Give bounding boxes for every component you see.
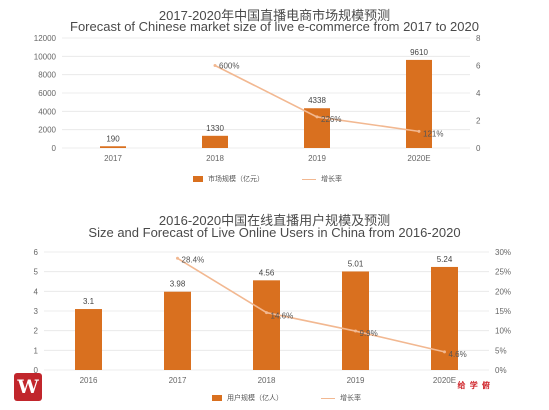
- chart-1-subtitle: Forecast of Chinese market size of live …: [70, 19, 479, 34]
- watermark-text: 给 学 俯: [457, 381, 491, 390]
- legend-line-swatch: [321, 397, 335, 399]
- chart-1-plot: 0 2000 4000 6000 8000 10000 12000 0 2 4 6 8 190 2017 1…: [34, 34, 481, 163]
- legend-item-line: 增长率: [321, 393, 361, 403]
- legend-item-bar: 市场规模（亿元）: [193, 174, 264, 184]
- y-tick-label: 2: [34, 327, 39, 336]
- chart-2-legend: 用户规模（亿人） 增长率: [212, 393, 361, 403]
- legend-line-label: 增长率: [321, 176, 342, 183]
- growth-rate-label: 28.4%: [182, 255, 205, 264]
- chart-2-plot: 0 1 2 3 4 5 6 0% 5% 10% 15% 20% 25% 30% 3.1 2016 3.98 201…: [34, 248, 511, 385]
- bar: [342, 271, 369, 370]
- growth-rate-label: 9.9%: [360, 329, 378, 338]
- y-tick-label: 2000: [38, 126, 56, 135]
- bar-value-label: 5.24: [437, 255, 453, 264]
- legend-item-line: 增长率: [302, 174, 342, 184]
- y2-tick-label: 0%: [495, 366, 507, 375]
- bar: [164, 291, 191, 370]
- y2-tick-label: 25%: [495, 268, 511, 277]
- y2-tick-label: 6: [476, 62, 481, 71]
- growth-rate-point: [315, 115, 319, 119]
- growth-rate-point: [176, 256, 179, 260]
- bar-value-label: 5.01: [348, 259, 364, 268]
- bar: [202, 135, 228, 148]
- chart-2: 2016-2020中国在线直播用户规模及预测 Size and Forecast…: [0, 195, 549, 410]
- bar-value-label: 3.98: [170, 280, 186, 289]
- chart-2-subtitle: Size and Forecast of Live Online Users i…: [88, 225, 461, 240]
- book-logo-icon: W: [14, 373, 42, 401]
- growth-rate-label: 14.6%: [271, 312, 294, 321]
- x-tick-label: 2017: [104, 154, 122, 163]
- bar-value-label: 9610: [410, 48, 428, 57]
- bar-value-label: 4.56: [259, 268, 275, 277]
- y-tick-label: 6000: [38, 89, 56, 98]
- y-tick-label: 3: [34, 307, 39, 316]
- y-tick-label: 4000: [38, 107, 56, 116]
- bar: [406, 59, 432, 148]
- chart-1-title: 2017-2020年中国直播电商市场规模预测: [158, 8, 391, 23]
- x-tick-label: 2017: [169, 376, 187, 385]
- y2-tick-label: 2: [476, 117, 481, 126]
- x-tick-label: 2018: [206, 154, 224, 163]
- x-tick-label: 2016: [80, 376, 98, 385]
- legend-line-swatch: [302, 178, 316, 180]
- growth-rate-line: [177, 257, 445, 353]
- growth-rate-label: 600%: [219, 62, 239, 71]
- y-tick-label: 0: [34, 366, 39, 375]
- growth-rate-label: 4.6%: [449, 350, 467, 359]
- bar: [100, 146, 126, 148]
- bar-value-label: 3.1: [83, 297, 95, 306]
- bar-value-label: 190: [106, 134, 120, 143]
- legend-line-label: 增长率: [340, 395, 361, 402]
- x-tick-label: 2019: [347, 376, 365, 385]
- y2-tick-label: 0: [476, 144, 481, 153]
- x-tick-label: 2019: [308, 154, 326, 163]
- legend-bar-label: 市场规模（亿元）: [208, 176, 264, 183]
- legend-bar-label: 用户规模（亿人）: [227, 395, 283, 402]
- y2-tick-label: 4: [476, 89, 481, 98]
- bar-value-label: 4338: [308, 96, 326, 105]
- bar: [75, 309, 102, 370]
- bar: [304, 108, 330, 148]
- legend-bar-swatch: [212, 395, 222, 401]
- growth-rate-point: [354, 329, 357, 333]
- y2-tick-label: 10%: [495, 327, 511, 336]
- growth-rate-point: [417, 129, 421, 133]
- legend-bar-swatch: [193, 176, 203, 182]
- legend-item-bar: 用户规模（亿人）: [212, 393, 283, 403]
- y2-tick-label: 20%: [495, 287, 511, 296]
- y-tick-label: 8000: [38, 71, 56, 80]
- y2-tick-label: 15%: [495, 307, 511, 316]
- x-tick-label: 2020E: [433, 376, 456, 385]
- y-tick-label: 6: [34, 248, 39, 257]
- y-tick-label: 12000: [34, 34, 57, 43]
- chart-2-title: 2016-2020中国在线直播用户规模及预测: [158, 213, 391, 228]
- chart-1: 2017-2020年中国直播电商市场规模预测 Forecast of Chine…: [0, 0, 549, 195]
- bar-value-label: 1330: [206, 124, 224, 133]
- y2-tick-label: 8: [476, 34, 481, 43]
- y-tick-label: 0: [52, 144, 57, 153]
- y-tick-label: 10000: [34, 52, 57, 61]
- y-tick-label: 1: [34, 346, 39, 355]
- growth-rate-point: [213, 64, 217, 67]
- growth-rate-label: 121%: [423, 129, 443, 138]
- growth-rate-point: [265, 311, 268, 315]
- x-tick-label: 2018: [258, 376, 276, 385]
- y2-tick-label: 5%: [495, 346, 507, 355]
- y-tick-label: 5: [34, 268, 39, 277]
- x-tick-label: 2020E: [407, 154, 430, 163]
- y-tick-label: 4: [34, 287, 39, 296]
- bar: [253, 280, 280, 370]
- chart-1-legend: 市场规模（亿元） 增长率: [193, 174, 342, 184]
- y2-tick-label: 30%: [495, 248, 511, 257]
- logo-glyph: W: [17, 376, 39, 398]
- growth-rate-point: [443, 350, 446, 354]
- growth-rate-label: 226%: [321, 115, 341, 124]
